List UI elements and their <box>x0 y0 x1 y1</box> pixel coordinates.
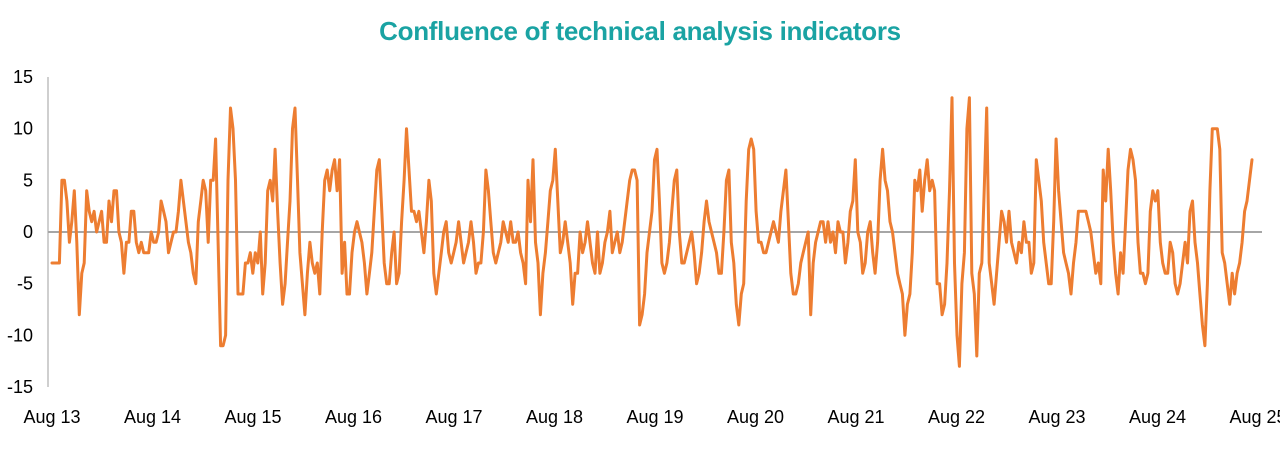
x-tick-label: Aug 18 <box>526 407 583 427</box>
x-tick-label: Aug 23 <box>1028 407 1085 427</box>
x-tick-label: Aug 24 <box>1129 407 1186 427</box>
y-tick-label: 0 <box>23 222 33 242</box>
x-tick-label: Aug 22 <box>928 407 985 427</box>
y-tick-labels: 15 10 5 0 -5 -10 -15 <box>7 67 33 397</box>
y-tick-label: 15 <box>13 67 33 87</box>
y-tick-label: 10 <box>13 119 33 139</box>
x-tick-label: Aug 15 <box>224 407 281 427</box>
x-tick-label: Aug 16 <box>325 407 382 427</box>
series-line <box>50 96 1254 368</box>
x-tick-label: Aug 14 <box>124 407 181 427</box>
x-tick-label: Aug 17 <box>425 407 482 427</box>
y-tick-label: 5 <box>23 170 33 190</box>
chart-title: Confluence of technical analysis indicat… <box>379 16 901 46</box>
x-tick-label: Aug 25 <box>1229 407 1280 427</box>
x-tick-label: Aug 19 <box>626 407 683 427</box>
y-tick-label: -10 <box>7 325 33 345</box>
x-tick-label: Aug 21 <box>827 407 884 427</box>
y-tick-label: -15 <box>7 377 33 397</box>
x-tick-labels: Aug 13 Aug 14 Aug 15 Aug 16 Aug 17 Aug 18 Aug … <box>23 407 1280 427</box>
y-tick-label: -5 <box>17 274 33 294</box>
x-tick-label: Aug 13 <box>23 407 80 427</box>
x-tick-label: Aug 20 <box>727 407 784 427</box>
